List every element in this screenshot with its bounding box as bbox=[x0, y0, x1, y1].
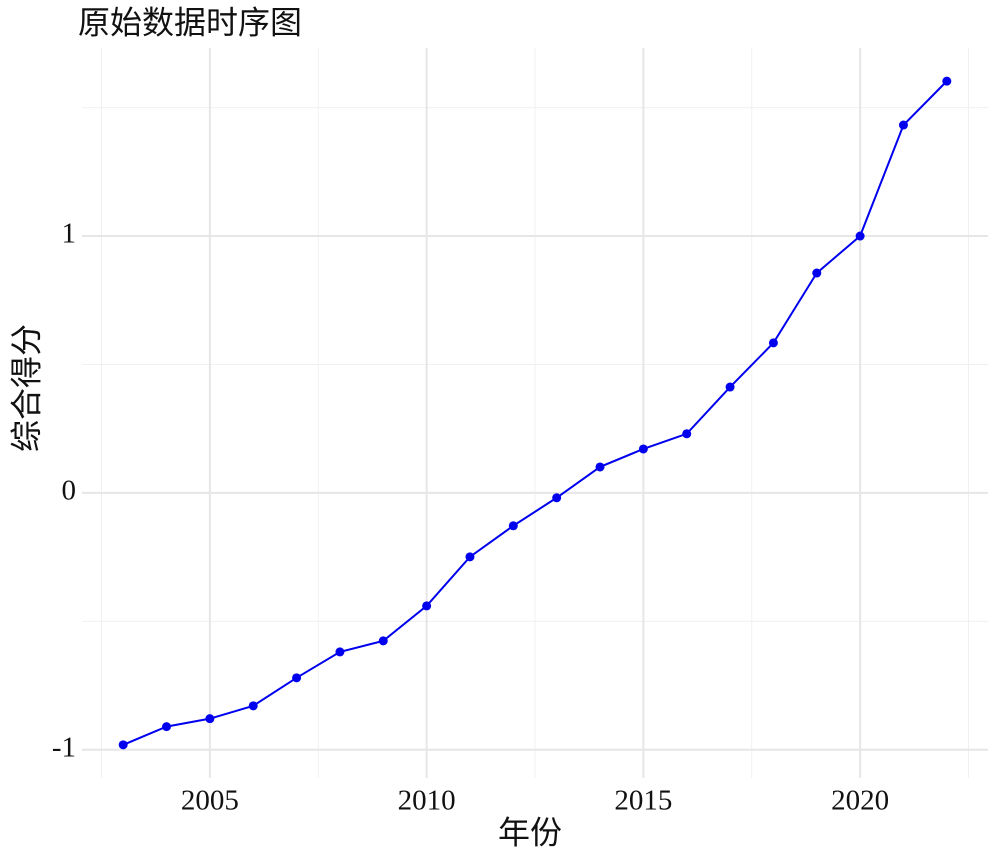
data-point bbox=[898, 120, 908, 130]
data-point bbox=[422, 601, 432, 611]
data-point bbox=[638, 444, 648, 454]
data-point bbox=[378, 636, 388, 646]
y-axis-label: 综合得分 bbox=[8, 324, 44, 452]
y-tick-label: -1 bbox=[52, 731, 76, 763]
data-point bbox=[552, 493, 562, 503]
x-tick-label: 2020 bbox=[831, 785, 889, 817]
data-point bbox=[118, 740, 128, 750]
data-point bbox=[508, 521, 518, 531]
data-point bbox=[335, 647, 345, 657]
data-point bbox=[205, 714, 215, 724]
x-tick-label: 2015 bbox=[614, 785, 672, 817]
data-point bbox=[855, 231, 865, 241]
data-point bbox=[768, 338, 778, 348]
y-tick-label: 0 bbox=[62, 475, 77, 507]
data-point bbox=[465, 552, 475, 562]
x-tick-label: 2010 bbox=[398, 785, 456, 817]
data-point bbox=[725, 382, 735, 392]
y-tick-label: 1 bbox=[62, 218, 77, 250]
data-point bbox=[812, 268, 822, 278]
x-tick-label: 2005 bbox=[181, 785, 239, 817]
data-point bbox=[942, 76, 952, 86]
data-point bbox=[595, 462, 605, 472]
x-axis-label: 年份 bbox=[498, 814, 562, 850]
data-point bbox=[248, 701, 258, 711]
data-point bbox=[292, 673, 302, 683]
data-point bbox=[682, 429, 692, 439]
chart-title: 原始数据时序图 bbox=[78, 4, 302, 40]
series-line bbox=[122, 80, 948, 746]
data-point bbox=[162, 722, 172, 732]
